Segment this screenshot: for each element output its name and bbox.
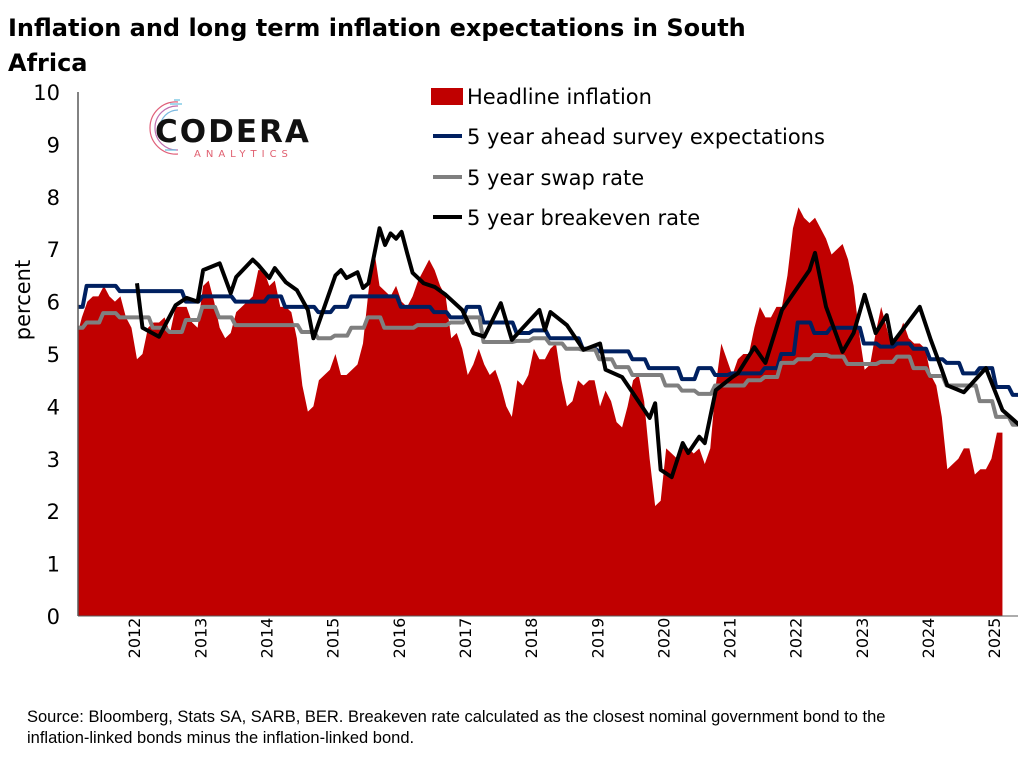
legend-label-expectations: 5 year ahead survey expectations (467, 125, 825, 149)
swap-rate-line (78, 304, 1018, 427)
y-tick-label: 7 (47, 238, 60, 262)
source-note-line1: Source: Bloomberg, Stats SA, SARB, BER. … (27, 708, 885, 726)
y-tick-label: 10 (33, 81, 60, 105)
survey-expectations-line (78, 283, 1018, 397)
headline-inflation-area (78, 207, 1003, 616)
y-tick-label: 3 (47, 448, 60, 472)
x-tick-label: 2022 (787, 618, 806, 659)
x-tick-label: 2023 (853, 618, 872, 659)
y-axis-label: percent (11, 260, 35, 340)
x-tick-label: 2013 (191, 618, 210, 659)
x-tick-label: 2012 (125, 618, 144, 659)
x-tick-label: 2020 (654, 618, 673, 659)
breakeven-rate-line (134, 226, 1018, 480)
plot-area (77, 92, 1018, 617)
y-tick-label: 4 (47, 395, 60, 419)
y-tick-label: 0 (47, 605, 60, 629)
legend-label-headline: Headline inflation (467, 85, 652, 109)
logo-wordmark: CODERA (155, 114, 311, 150)
y-tick-label: 2 (47, 500, 60, 524)
y-tick-label: 8 (47, 186, 60, 210)
x-tick-label: 2021 (721, 618, 740, 659)
legend-label-swap: 5 year swap rate (467, 166, 644, 190)
x-tick-label: 2014 (258, 618, 277, 659)
x-tick-label: 2015 (324, 618, 343, 659)
y-tick-label: 6 (47, 291, 60, 315)
legend: Headline inflation 5 year ahead survey e… (431, 85, 825, 230)
legend-label-breakeven: 5 year breakeven rate (467, 206, 700, 230)
y-tick-label: 9 (47, 133, 60, 157)
x-axis-ticks: 2012 2013 2014 2015 2016 2017 2018 2019 2020 2021… (125, 618, 1004, 659)
x-tick-label: 2016 (390, 618, 409, 659)
x-tick-label: 2025 (985, 618, 1004, 659)
logo-subtitle: ANALYTICS (194, 149, 293, 160)
y-tick-label: 1 (47, 553, 60, 577)
x-tick-label: 2024 (919, 618, 938, 659)
chart-title-line2: Africa (8, 49, 88, 77)
x-tick-label: 2018 (522, 618, 541, 659)
y-axis-ticks: 0 1 2 3 4 5 6 7 8 9 10 (33, 81, 60, 629)
logo-arc-icon (149, 99, 182, 155)
x-tick-label: 2017 (456, 618, 475, 659)
source-note-line2: inflation-linked bonds minus the inflati… (27, 729, 414, 747)
chart-title-line1: Inflation and long term inflation expect… (8, 14, 746, 42)
codera-logo: CODERA ANALYTICS (149, 99, 311, 160)
y-tick-label: 5 (47, 343, 60, 367)
legend-swatch-headline (431, 88, 463, 105)
x-tick-label: 2019 (588, 618, 607, 659)
